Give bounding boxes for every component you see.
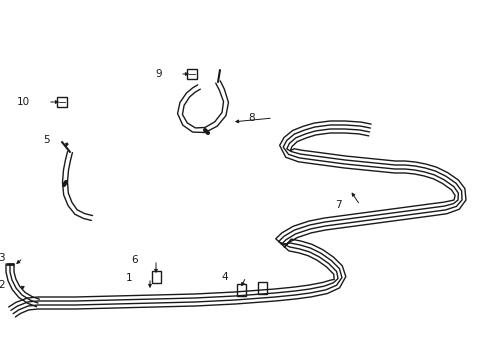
Text: 2: 2: [0, 280, 5, 290]
Bar: [257, 282, 266, 294]
Text: 8: 8: [248, 113, 254, 123]
Text: 7: 7: [335, 200, 341, 210]
Text: 6: 6: [131, 255, 138, 265]
Bar: [237, 284, 246, 296]
Text: 4: 4: [221, 272, 227, 282]
Bar: [57, 97, 67, 107]
Text: 10: 10: [17, 97, 30, 107]
Text: 1: 1: [125, 273, 132, 283]
Bar: [151, 271, 160, 283]
Text: 3: 3: [0, 253, 5, 263]
Text: 5: 5: [43, 135, 50, 145]
Bar: [186, 69, 197, 79]
Text: 9: 9: [155, 69, 162, 79]
